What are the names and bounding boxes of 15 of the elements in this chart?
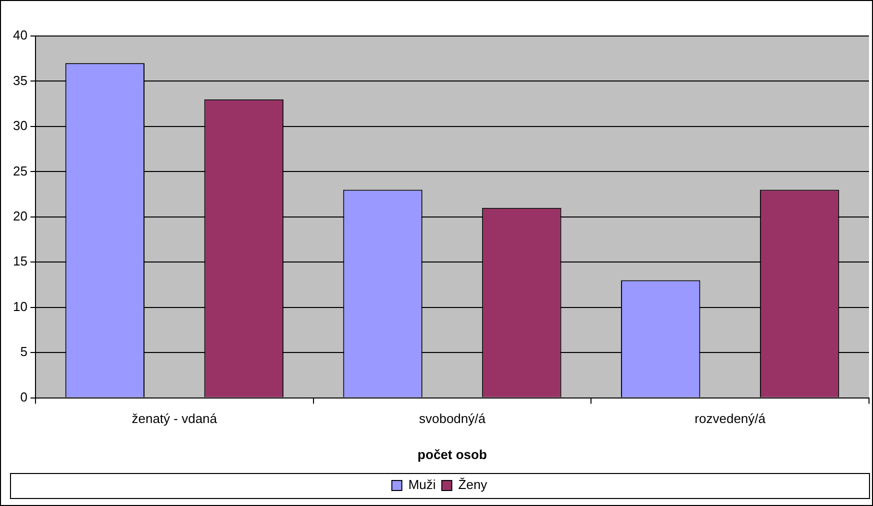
x-tick-label: rozvedený/á [694, 411, 766, 426]
y-tick-label: 10 [12, 298, 28, 314]
x-tick-label: ženatý - vdaná [132, 411, 218, 426]
y-tick-label: 30 [12, 118, 28, 134]
legend-label: Muži [408, 477, 436, 492]
y-tick-label: 5 [20, 344, 28, 360]
x-axis-title: počet osob [418, 446, 487, 462]
x-tick-label: svobodný/á [418, 411, 486, 426]
y-tick-label: 0 [20, 389, 28, 404]
y-tick-label: 15 [12, 254, 28, 269]
legend-label: Ženy [458, 477, 488, 492]
y-tick-label: 20 [12, 208, 28, 224]
y-tick-label: 40 [12, 28, 28, 43]
y-tick-label: 35 [12, 72, 28, 88]
y-tick-label: 25 [12, 163, 28, 178]
